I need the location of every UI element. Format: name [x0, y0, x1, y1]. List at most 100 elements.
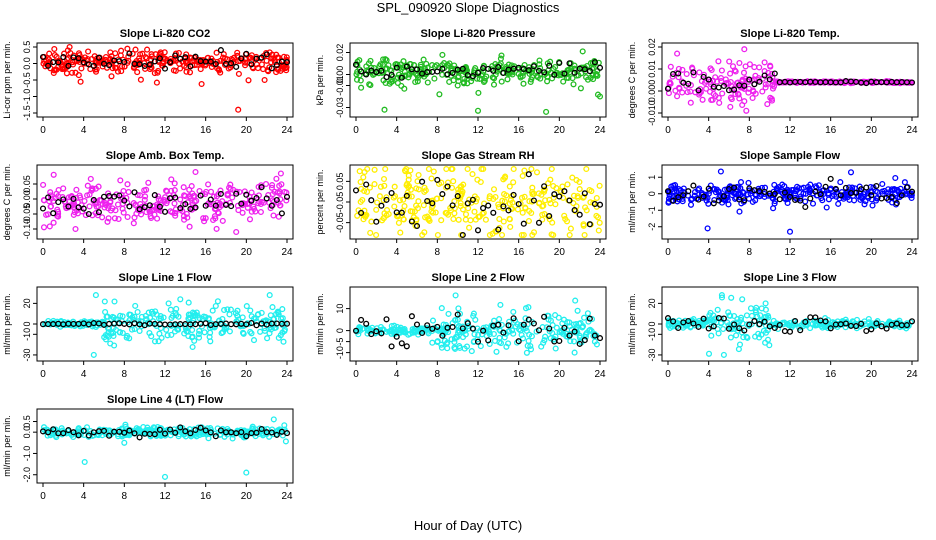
data-point — [520, 80, 527, 87]
data-point — [518, 231, 525, 239]
data-point — [225, 191, 232, 198]
data-point — [401, 327, 408, 335]
reference-point — [383, 196, 390, 203]
reference-point — [161, 208, 169, 215]
y-tick-label: -1.0 — [22, 89, 32, 105]
reference-point — [761, 188, 768, 195]
data-point — [500, 176, 507, 183]
data-point — [679, 66, 686, 73]
data-point — [102, 331, 109, 339]
data-point — [124, 213, 131, 221]
data-point — [398, 82, 405, 89]
reference-point — [248, 319, 255, 327]
data-point — [759, 88, 766, 95]
data-point — [455, 74, 462, 81]
data-point — [363, 188, 371, 195]
data-point — [567, 338, 574, 345]
data-point — [144, 46, 151, 53]
data-point — [517, 327, 524, 334]
data-point — [212, 302, 219, 310]
data-point — [504, 76, 511, 83]
data-point — [490, 81, 498, 88]
data-point — [394, 79, 401, 87]
reference-point — [454, 193, 461, 200]
reference-point — [363, 181, 370, 188]
reference-point — [429, 68, 436, 75]
outlier-point — [77, 78, 84, 85]
y-tick-label: 20 — [647, 298, 657, 308]
data-point — [110, 332, 117, 340]
outlier-point — [741, 46, 748, 53]
data-point — [385, 62, 392, 69]
reference-point — [161, 65, 169, 72]
reference-point — [500, 69, 507, 76]
reference-point — [192, 53, 199, 60]
reference-point — [141, 62, 148, 70]
reference-point — [675, 324, 682, 332]
data-point — [728, 96, 735, 103]
reference-point — [781, 328, 788, 335]
data-point — [143, 186, 150, 193]
data-point — [901, 179, 908, 186]
outlier-point — [153, 79, 160, 86]
reference-point — [439, 65, 446, 72]
data-point — [823, 204, 830, 211]
reference-point — [908, 318, 916, 325]
reference-point — [591, 332, 598, 339]
reference-point — [685, 317, 692, 325]
reference-point — [65, 62, 72, 69]
data-point — [356, 327, 364, 334]
reference-point — [822, 318, 829, 325]
data-point — [425, 165, 432, 173]
reference-point — [485, 202, 492, 209]
data-point — [221, 306, 228, 314]
data-point — [109, 65, 116, 72]
data-point — [546, 196, 553, 203]
reference-point — [238, 429, 245, 436]
reference-point — [858, 320, 865, 327]
data-point — [572, 297, 579, 304]
reference-point — [581, 190, 588, 197]
data-point — [451, 210, 458, 217]
data-point — [95, 183, 102, 190]
reference-point — [388, 343, 395, 350]
y-tick-label: 0 — [647, 321, 657, 326]
data-point — [869, 202, 876, 209]
x-tick-label: 0 — [665, 369, 671, 380]
data-point — [417, 61, 424, 68]
data-point — [112, 50, 119, 57]
reference-point — [756, 78, 763, 85]
reference-point — [212, 60, 219, 68]
data-point — [743, 333, 750, 340]
panel-title: Slope Li-820 Pressure — [421, 28, 536, 40]
data-point — [552, 201, 559, 208]
data-point — [173, 305, 180, 312]
data-point — [674, 320, 681, 327]
data-point — [420, 202, 427, 209]
data-point — [273, 175, 280, 182]
reference-point — [893, 320, 900, 327]
data-point — [361, 187, 368, 195]
x-tick-label: 20 — [554, 247, 566, 258]
data-point — [498, 78, 505, 85]
reference-point — [80, 59, 87, 66]
reference-point — [469, 196, 476, 203]
data-point — [108, 73, 115, 80]
data-point — [119, 329, 126, 337]
data-point — [499, 197, 506, 204]
reference-point — [720, 82, 727, 90]
data-point — [175, 313, 182, 320]
reference-point — [812, 314, 819, 321]
reference-point — [827, 325, 834, 332]
x-tick-label: 8 — [122, 369, 128, 380]
data-point — [167, 432, 174, 439]
reference-point — [151, 192, 158, 199]
data-point — [768, 95, 775, 102]
data-point — [397, 324, 404, 331]
reference-point — [413, 222, 421, 230]
outlier-point — [571, 349, 578, 356]
data-point — [703, 85, 710, 92]
panel-3: Slope Li-820 Temp. 0 4 8 12 16 20 24 0.02 0.01 0.0… — [627, 28, 919, 136]
data-point — [229, 194, 236, 201]
data-point — [102, 201, 109, 209]
